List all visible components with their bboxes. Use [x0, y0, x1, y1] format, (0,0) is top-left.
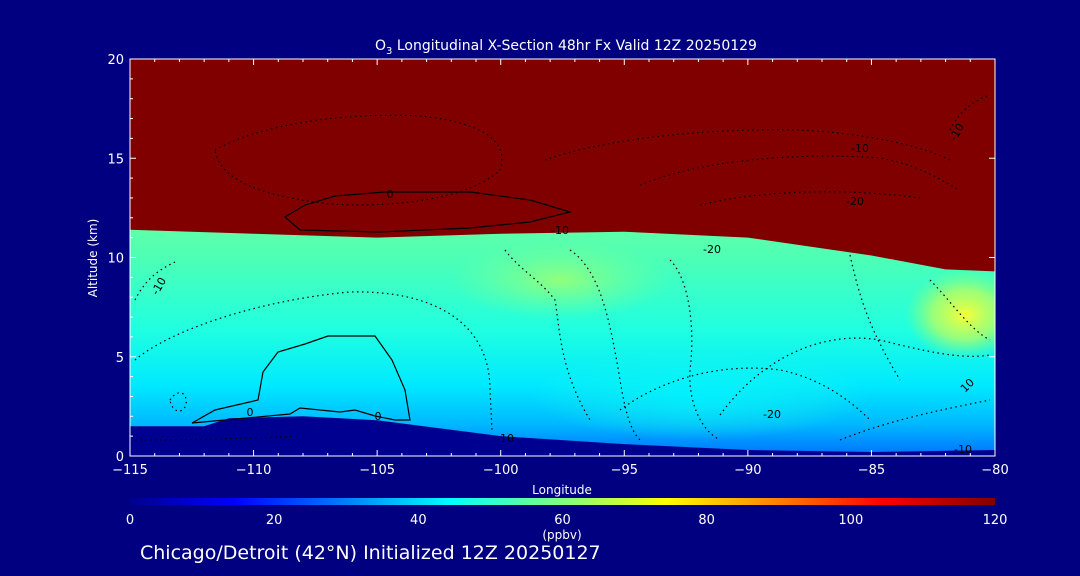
x-tick-label: −85 [858, 463, 885, 478]
x-tick-label: −80 [981, 463, 1008, 478]
y-tick-label: 15 [107, 152, 124, 167]
x-tick-label: −90 [734, 463, 761, 478]
high-ozone-patch [905, 270, 995, 360]
x-axis-label: Longitude [532, 483, 592, 497]
colorbar-tick-label: 120 [983, 513, 1008, 528]
solid-contour-lower [191, 335, 411, 424]
contour-label: -20 [763, 408, 781, 421]
x-tick-label: −105 [359, 463, 395, 478]
y-tick-label: 10 [107, 252, 124, 267]
contour-label: -20 [846, 195, 864, 208]
contour-label: 0 [247, 406, 254, 419]
y-tick-label: 5 [116, 351, 124, 366]
x-tick-label: −110 [236, 463, 272, 478]
stratosphere-region [130, 59, 995, 272]
x-tick-label: −95 [611, 463, 638, 478]
colorbar [130, 498, 995, 505]
y-axis-label: Altitude (km) [86, 219, 100, 298]
terrain-region [130, 416, 995, 456]
colorbar-tick-label: 100 [838, 513, 863, 528]
contour-label: -10 [551, 224, 569, 237]
green-patch [450, 240, 670, 320]
colorbar-tick-label: 80 [698, 513, 715, 528]
ozone-field [130, 59, 995, 456]
contour-label: -20 [703, 243, 721, 256]
colorbar-tick-label: 20 [266, 513, 283, 528]
y-tick-label: 0 [116, 450, 124, 465]
cyan-patch [530, 350, 870, 440]
axes: −115 −110 −105 −100 −95 −90 −85 −80 0 5 10 15 20 [107, 53, 1008, 478]
x-tick-label: −100 [483, 463, 519, 478]
contour-label: 0 [375, 410, 382, 423]
colorbar-tick-label: 60 [554, 513, 571, 528]
colorbar-unit-label: (ppbv) [542, 528, 581, 542]
forecast-caption: Chicago/Detroit (42°N) Initialized 12Z 2… [140, 542, 601, 564]
contour-label: -10 [954, 443, 972, 456]
contour-label: -10 [496, 432, 514, 445]
contour-label: -10 [851, 142, 869, 155]
chart-title: O3 Longitudinal X-Section 48hr Fx Valid … [375, 38, 757, 57]
contour-label: 0 [387, 188, 394, 201]
x-tick-label: −115 [112, 463, 148, 478]
colorbar-tick-label: 0 [126, 513, 134, 528]
colorbar-ticks: 0 20 40 60 80 100 120 [126, 513, 1008, 528]
solid-contour-upper [283, 191, 573, 233]
y-tick-label: 20 [107, 53, 124, 68]
ozone-anomaly-contours [134, 94, 991, 441]
colorbar-tick-label: 40 [410, 513, 427, 528]
